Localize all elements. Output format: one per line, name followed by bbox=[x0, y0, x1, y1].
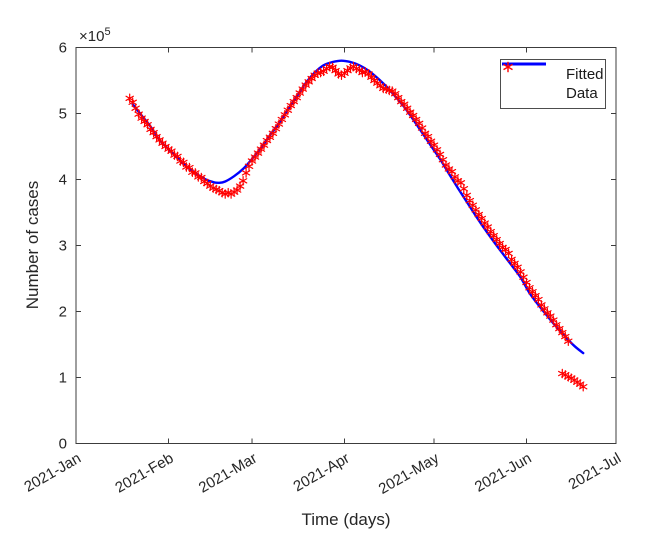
exponent-base: ×10 bbox=[79, 28, 105, 45]
y-tick-label: 0 bbox=[59, 436, 67, 453]
legend-label-data: Data bbox=[566, 85, 598, 102]
fitted-line bbox=[131, 59, 585, 355]
x-tick-label: 2021-Jul bbox=[566, 450, 624, 493]
data-markers bbox=[125, 61, 588, 392]
y-axis-title: Number of cases bbox=[23, 180, 42, 310]
x-tick-label: 2021-May bbox=[376, 449, 443, 497]
y-tick-label: 4 bbox=[59, 172, 67, 189]
y-tick-label: 3 bbox=[59, 238, 67, 255]
legend: Fitted Data bbox=[500, 59, 606, 109]
x-tick-label: 2021-Apr bbox=[291, 450, 353, 496]
exponent-power: 5 bbox=[104, 26, 111, 38]
y-tick-label: 6 bbox=[59, 40, 67, 57]
x-axis-title: Time (days) bbox=[301, 510, 391, 529]
y-axis-exponent-label: ×105 bbox=[79, 26, 111, 45]
x-tick-label: 2021-Jun bbox=[472, 450, 535, 496]
x-tick-label: 2021-Mar bbox=[196, 450, 260, 497]
x-tick-label: 2021-Feb bbox=[112, 450, 176, 497]
y-tick-label: 2 bbox=[59, 304, 67, 321]
y-tick-label: 5 bbox=[59, 106, 67, 123]
x-tick-label: 2021-Jan bbox=[21, 450, 84, 496]
legend-label-fitted: Fitted bbox=[566, 66, 604, 83]
legend-item-data: Data bbox=[503, 61, 599, 103]
legend-item-fitted: Fitted bbox=[502, 62, 604, 84]
y-tick-label: 1 bbox=[59, 370, 67, 387]
